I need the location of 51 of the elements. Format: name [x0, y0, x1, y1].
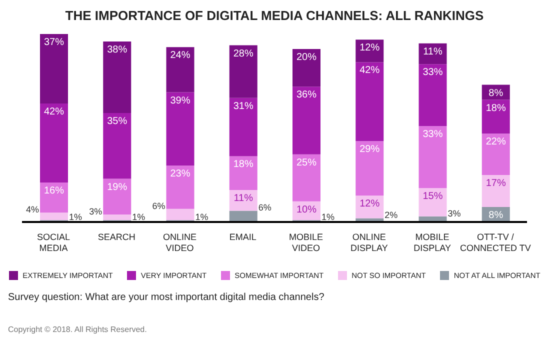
data-label: 23%	[170, 168, 190, 180]
x-tick-label: MOBILE VIDEO	[289, 232, 324, 253]
data-label: 15%	[422, 191, 443, 202]
data-label: 31%	[233, 100, 254, 112]
data-label: 33%	[422, 67, 443, 78]
text: Survey question: What are your most important digital media channels?	[7, 292, 326, 303]
chart-title: THE IMPORTANCE OF DIGITAL MEDIA CHANNELS: ALL RANKINGS	[64, 7, 485, 25]
data-label: 36%	[296, 90, 317, 101]
data-label: 17%	[486, 178, 506, 189]
x-tick-label: SOCIAL MEDIA	[37, 232, 70, 253]
data-label: 20%	[296, 52, 317, 64]
data-label: 38%	[107, 44, 128, 56]
x-tick-label: ONLINE DISPLAY	[350, 232, 388, 253]
data-label: 12%	[360, 42, 380, 54]
data-label: 37%	[44, 37, 64, 48]
data-label: 22%	[486, 136, 506, 148]
data-label: 6%	[152, 200, 166, 211]
data-label: 42%	[360, 65, 380, 76]
data-label: 18%	[233, 159, 254, 170]
data-label: 12%	[360, 198, 380, 210]
data-label: 6%	[258, 202, 272, 213]
data-label: 24%	[170, 50, 190, 62]
x-tick-label: MOBILE DISPLAY	[414, 232, 451, 253]
data-label: 8%	[488, 88, 504, 99]
data-label: 8%	[488, 210, 504, 221]
x-tick-label: OTT-TV / CONNECTED TV	[460, 232, 531, 253]
data-label: 18%	[486, 102, 506, 114]
data-label: 11%	[234, 193, 254, 204]
data-label: 25%	[296, 157, 317, 168]
x-tick-label: SEARCH	[98, 232, 136, 242]
data-label: 28%	[233, 48, 254, 60]
data-label: 19%	[107, 182, 128, 193]
data-label: 39%	[170, 95, 190, 106]
data-label: 4%	[26, 204, 39, 215]
data-label: 10%	[296, 204, 317, 216]
data-label: 1%	[132, 212, 146, 222]
data-label: 16%	[44, 186, 64, 197]
data-label: 42%	[44, 106, 64, 118]
data-label: 3%	[89, 206, 102, 216]
text: Copyright © 2018. All Rights Reserved.	[7, 325, 148, 334]
data-label: 35%	[107, 116, 128, 127]
data-label: 29%	[360, 144, 380, 156]
data-label: 3%	[448, 208, 461, 218]
data-label: 33%	[422, 129, 443, 140]
data-label: 1%	[69, 212, 82, 222]
data-label: 1%	[322, 212, 335, 222]
x-tick-label: EMAIL	[229, 232, 256, 242]
data-label: 1%	[195, 212, 208, 222]
data-label: 11%	[423, 46, 442, 58]
data-label: 2%	[384, 210, 398, 220]
x-tick-label: ONLINE VIDEO	[163, 232, 197, 253]
